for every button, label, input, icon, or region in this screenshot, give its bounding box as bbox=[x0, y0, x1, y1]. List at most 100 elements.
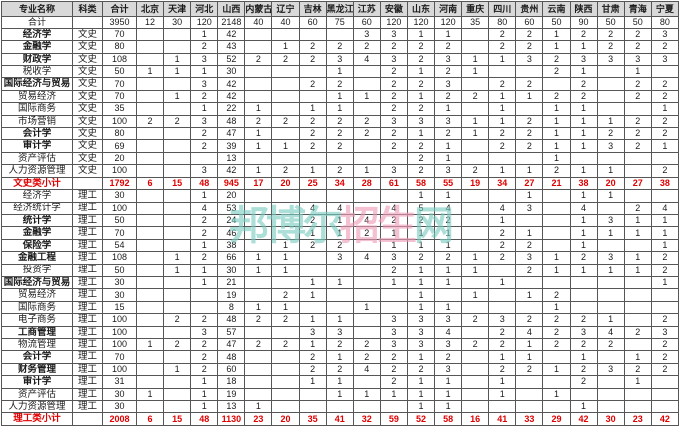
row-name: 国际经济与贸易 bbox=[1, 77, 73, 91]
value-cell: 48 bbox=[217, 313, 246, 327]
value-cell: 1 bbox=[244, 263, 273, 277]
value-cell: 24 bbox=[217, 213, 246, 228]
value-cell bbox=[135, 164, 165, 178]
value-cell bbox=[271, 102, 300, 116]
value-cell bbox=[135, 313, 165, 327]
value-cell: 2 bbox=[271, 114, 300, 129]
value-cell: 2 bbox=[542, 164, 571, 178]
category-cell: 文史 bbox=[72, 127, 103, 141]
value-cell: 1 bbox=[352, 89, 381, 104]
col-header: 黑龙江 bbox=[325, 1, 354, 17]
value-cell: 2 bbox=[515, 40, 544, 54]
value-cell: 50 bbox=[623, 16, 652, 29]
value-cell bbox=[352, 139, 381, 153]
value-cell: 2 bbox=[488, 40, 517, 54]
value-cell: 50 bbox=[102, 65, 137, 79]
value-cell bbox=[650, 151, 680, 166]
value-cell: 30 bbox=[217, 263, 246, 277]
value-cell bbox=[135, 399, 165, 414]
value-cell bbox=[461, 213, 490, 228]
value-cell: 1 bbox=[163, 263, 192, 277]
table-row: 统计学 理工 50 2 24 2 1 4 2 2 2 1 1 3 1 1 bbox=[1, 213, 680, 228]
value-cell: 1 bbox=[542, 263, 571, 277]
value-cell: 2 bbox=[379, 89, 408, 104]
value-cell: 1 bbox=[515, 288, 544, 302]
value-cell: 1130 bbox=[217, 412, 246, 426]
value-cell: 80 bbox=[102, 40, 137, 54]
value-cell: 50 bbox=[102, 263, 137, 277]
value-cell: 16 bbox=[461, 412, 490, 426]
value-cell bbox=[244, 40, 273, 54]
value-cell bbox=[461, 139, 490, 153]
category-cell: 理工 bbox=[72, 251, 103, 265]
value-cell: 2 bbox=[190, 40, 219, 54]
value-cell: 90 bbox=[569, 16, 598, 29]
value-cell: 41 bbox=[488, 412, 517, 426]
value-cell: 2 bbox=[650, 164, 680, 178]
value-cell: 120 bbox=[190, 16, 219, 29]
value-cell: 15 bbox=[163, 412, 192, 426]
value-cell bbox=[298, 387, 327, 402]
category-cell: 理工 bbox=[72, 189, 103, 203]
value-cell: 100 bbox=[102, 313, 137, 327]
value-cell: 4 bbox=[352, 213, 381, 228]
value-cell bbox=[135, 238, 165, 253]
value-cell bbox=[596, 350, 625, 364]
value-cell: 2 bbox=[406, 362, 436, 377]
value-cell: 3 bbox=[190, 325, 219, 339]
value-cell: 20 bbox=[102, 151, 137, 166]
value-cell: 1 bbox=[244, 139, 273, 153]
value-cell: 8 bbox=[217, 300, 246, 315]
value-cell bbox=[271, 226, 300, 240]
value-cell: 4 bbox=[352, 362, 381, 377]
value-cell: 1 bbox=[325, 89, 354, 104]
category-cell bbox=[72, 412, 103, 426]
value-cell bbox=[650, 375, 680, 389]
value-cell: 3 bbox=[515, 52, 544, 67]
value-cell bbox=[244, 27, 273, 42]
value-cell bbox=[461, 102, 490, 116]
value-cell bbox=[135, 52, 165, 67]
value-cell: 1 bbox=[406, 238, 436, 253]
value-cell bbox=[135, 127, 165, 141]
value-cell bbox=[163, 27, 192, 42]
value-cell: 2 bbox=[434, 251, 463, 265]
value-cell: 2 bbox=[542, 89, 571, 104]
value-cell: 42 bbox=[217, 77, 246, 91]
value-cell: 30 bbox=[102, 387, 137, 402]
col-header: 北京 bbox=[135, 1, 165, 17]
value-cell bbox=[298, 263, 327, 277]
value-cell: 2 bbox=[434, 40, 463, 54]
value-cell: 1 bbox=[406, 375, 436, 389]
value-cell: 2 bbox=[379, 102, 408, 116]
value-cell bbox=[325, 288, 354, 302]
col-header: 贵州 bbox=[515, 1, 544, 17]
value-cell bbox=[244, 288, 273, 302]
value-cell bbox=[623, 275, 652, 290]
value-cell: 1 bbox=[488, 89, 517, 104]
value-cell: 23 bbox=[244, 412, 273, 426]
value-cell: 1 bbox=[542, 27, 571, 42]
value-cell: 34 bbox=[325, 176, 354, 191]
value-cell bbox=[163, 189, 192, 203]
value-cell: 1 bbox=[461, 52, 490, 67]
value-cell: 3 bbox=[434, 52, 463, 67]
value-cell: 1 bbox=[434, 226, 463, 240]
value-cell: 1 bbox=[596, 313, 625, 327]
value-cell: 2 bbox=[650, 337, 680, 352]
table-row: 国际经济与贸易 理工 30 1 21 1 1 1 1 1 1 1 bbox=[1, 275, 680, 290]
value-cell: 2 bbox=[596, 127, 625, 141]
value-cell: 31 bbox=[102, 375, 137, 389]
value-cell: 1 bbox=[135, 337, 165, 352]
category-cell: 理工 bbox=[72, 226, 103, 240]
value-cell: 1 bbox=[325, 313, 354, 327]
value-cell: 2 bbox=[488, 27, 517, 42]
value-cell: 1 bbox=[190, 238, 219, 253]
value-cell bbox=[434, 288, 463, 302]
value-cell: 1 bbox=[406, 89, 436, 104]
value-cell: 2 bbox=[298, 127, 327, 141]
col-header: 青海 bbox=[623, 1, 652, 17]
value-cell: 2 bbox=[623, 114, 652, 129]
value-cell bbox=[596, 387, 625, 402]
